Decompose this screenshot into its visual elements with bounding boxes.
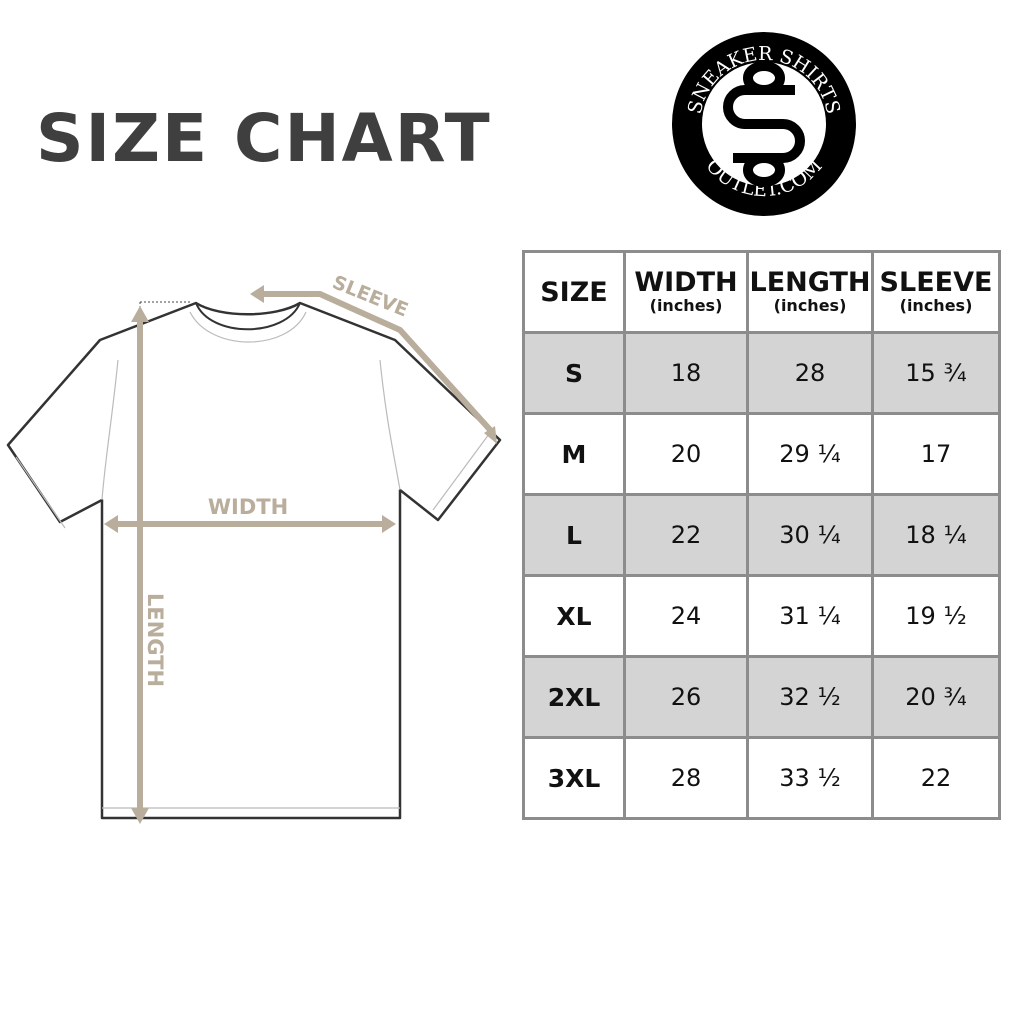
cell-size: S [522, 331, 626, 415]
ss-monogram [723, 61, 805, 187]
header-size: SIZE [522, 250, 626, 334]
cell-width: 24 [623, 574, 749, 658]
cell-sleeve: 22 [871, 736, 1001, 820]
cell-length: 28 [746, 331, 874, 415]
cell-sleeve: 20 ¾ [871, 655, 1001, 739]
table-header-row: SIZE WIDTH (inches) LENGTH (inches) SLEEVE… [522, 250, 1001, 334]
table-row: L 22 30 ¼ 18 ¼ [522, 493, 1001, 577]
cell-size: M [522, 412, 626, 496]
cell-width: 28 [623, 736, 749, 820]
cell-sleeve: 15 ¾ [871, 331, 1001, 415]
table-row: 3XL 28 33 ½ 22 [522, 736, 1001, 820]
size-table: SIZE WIDTH (inches) LENGTH (inches) SLEEVE… [522, 250, 1001, 820]
table-row: S 18 28 15 ¾ [522, 331, 1001, 415]
cell-length: 32 ½ [746, 655, 874, 739]
header-sleeve: SLEEVE (inches) [871, 250, 1001, 334]
cell-width: 18 [623, 331, 749, 415]
width-label: WIDTH [208, 495, 288, 519]
cell-sleeve: 17 [871, 412, 1001, 496]
cell-sleeve: 19 ½ [871, 574, 1001, 658]
cell-size: 3XL [522, 736, 626, 820]
page-title: SIZE CHART [36, 100, 492, 177]
cell-size: XL [522, 574, 626, 658]
brand-logo: SNEAKER SHIRTS OUTLET.COM [672, 32, 856, 216]
cell-length: 31 ¼ [746, 574, 874, 658]
header-width: WIDTH (inches) [623, 250, 749, 334]
tshirt-outline [6, 301, 502, 820]
cell-width: 20 [623, 412, 749, 496]
header-length: LENGTH (inches) [746, 250, 874, 334]
measure-arrows [104, 285, 497, 824]
table-row: XL 24 31 ¼ 19 ½ [522, 574, 1001, 658]
cell-length: 30 ¼ [746, 493, 874, 577]
cell-size: L [522, 493, 626, 577]
cell-sleeve: 18 ¼ [871, 493, 1001, 577]
cell-width: 22 [623, 493, 749, 577]
length-label: LENGTH [143, 593, 167, 687]
cell-length: 33 ½ [746, 736, 874, 820]
table-row: 2XL 26 32 ½ 20 ¾ [522, 655, 1001, 739]
cell-size: 2XL [522, 655, 626, 739]
cell-length: 29 ¼ [746, 412, 874, 496]
tshirt-diagram: WIDTH LENGTH SLEEVE [6, 271, 502, 824]
table-row: M 20 29 ¼ 17 [522, 412, 1001, 496]
cell-width: 26 [623, 655, 749, 739]
